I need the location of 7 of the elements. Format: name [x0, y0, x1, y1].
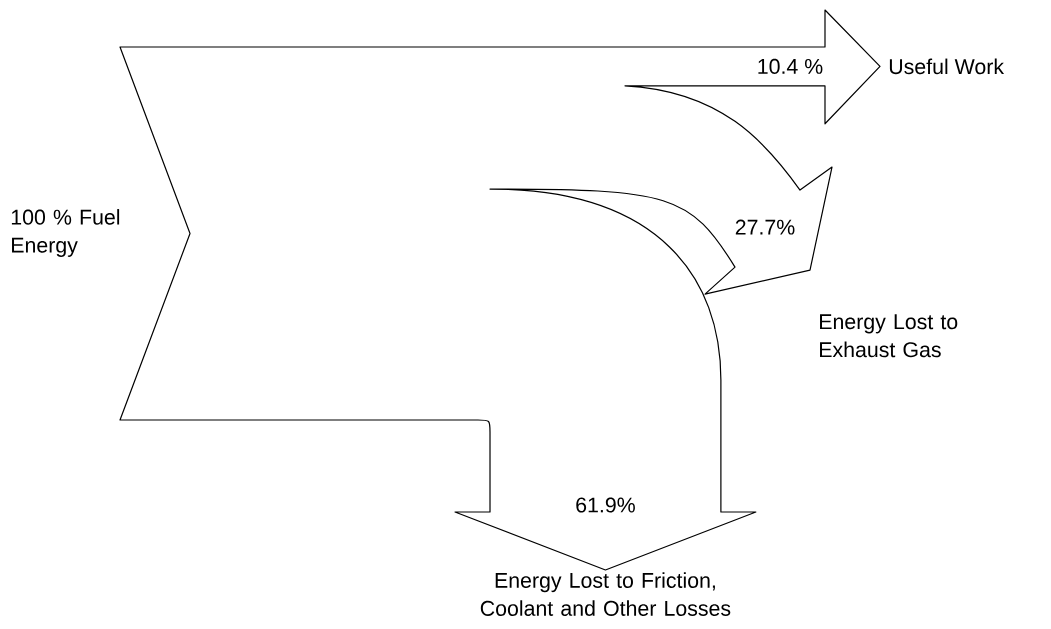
category-label: Useful Work	[889, 58, 1005, 75]
data-label: 27.7%	[735, 219, 795, 235]
category-label: Energy Lost to Friction, Coolant and Other Losses	[480, 572, 731, 616]
data-label: 61.9%	[576, 497, 635, 513]
category-label: Energy Lost to Exhaust Gas	[820, 314, 958, 358]
text: 100 % Fuel Energy	[11, 209, 120, 257]
data-label: 10.4 %	[758, 58, 823, 74]
